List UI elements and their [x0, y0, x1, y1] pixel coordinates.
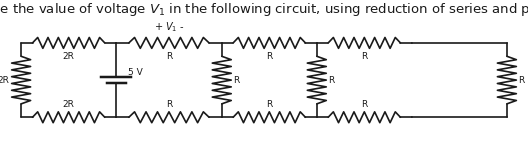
Text: R: R	[328, 76, 335, 85]
Text: R: R	[266, 100, 272, 109]
Text: 2R: 2R	[63, 52, 74, 61]
Text: R: R	[233, 76, 240, 85]
Text: 2R: 2R	[0, 76, 10, 85]
Text: 5 V: 5 V	[128, 68, 143, 77]
Text: R: R	[361, 100, 367, 109]
Text: R: R	[166, 52, 172, 61]
Text: 2R: 2R	[63, 100, 74, 109]
Text: R: R	[518, 76, 525, 85]
Text: + $V_1$ -: + $V_1$ -	[154, 20, 184, 34]
Text: R: R	[361, 52, 367, 61]
Text: R: R	[166, 100, 172, 109]
Text: Calculate the value of voltage $V_1$ in the following circuit, using reduction o: Calculate the value of voltage $V_1$ in …	[0, 1, 528, 18]
Text: R: R	[266, 52, 272, 61]
